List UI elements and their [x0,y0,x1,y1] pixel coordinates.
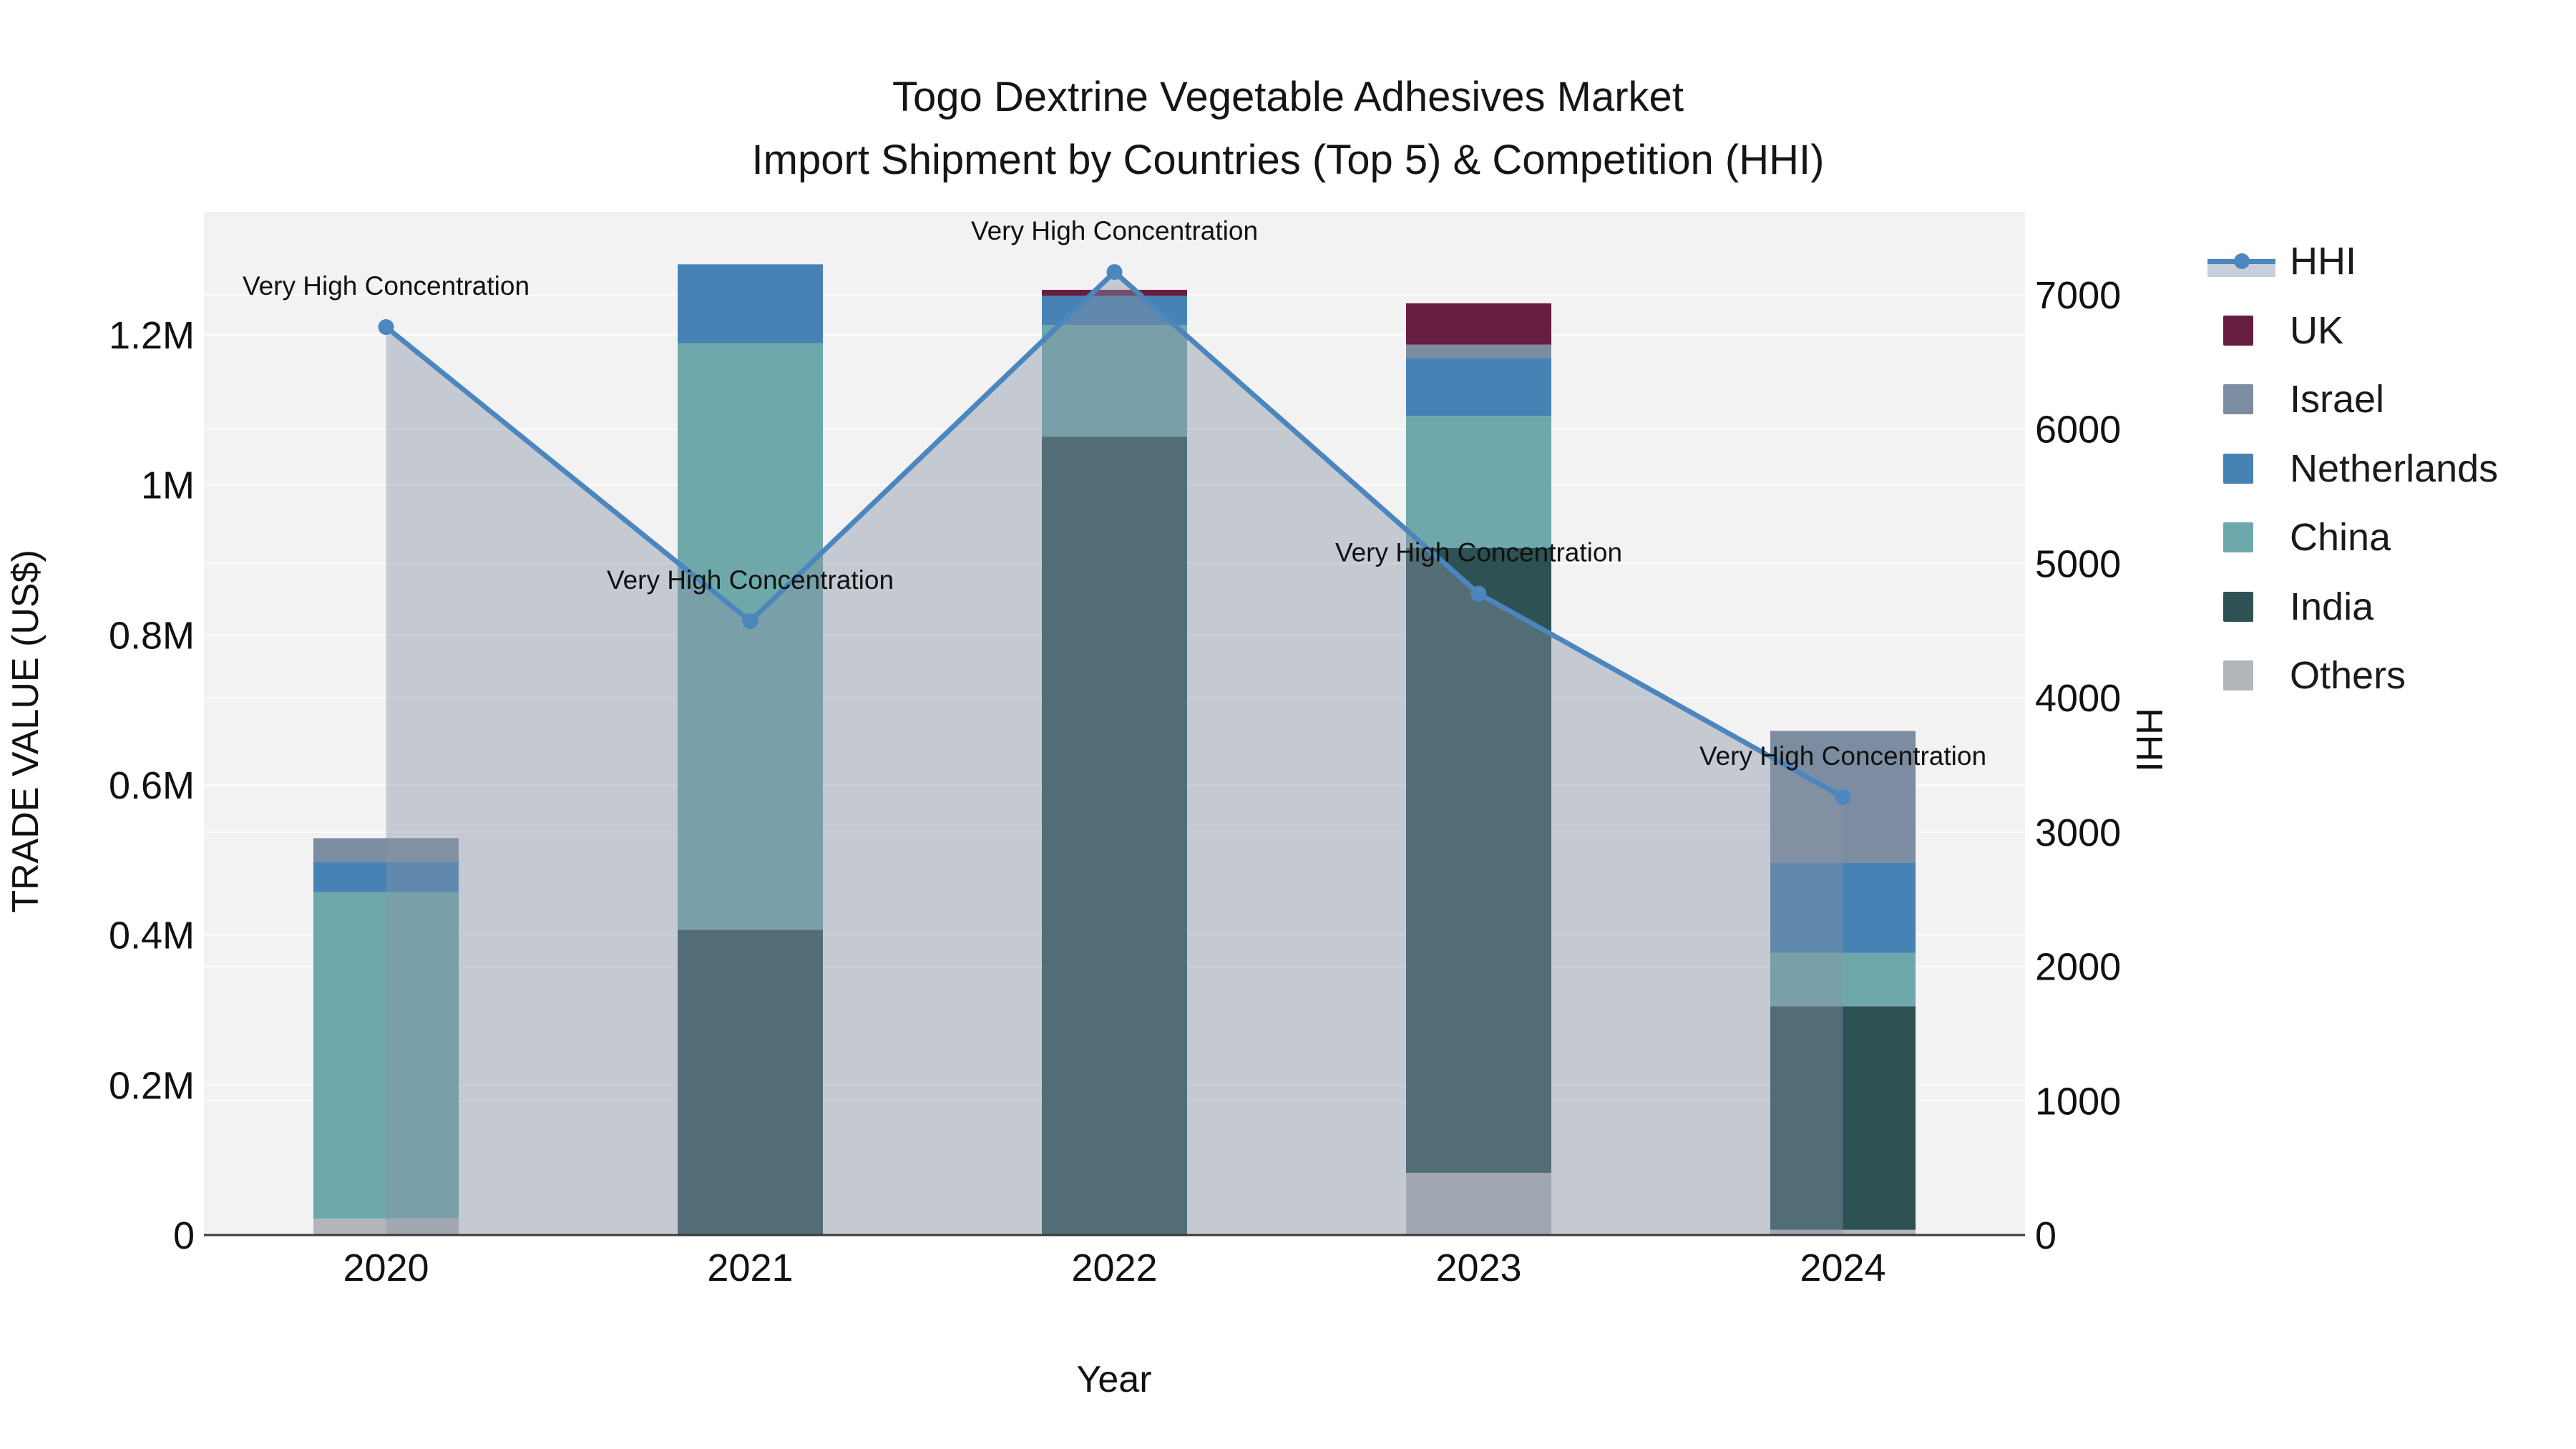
legend-label: UK [2290,308,2344,352]
annotation-2023: Very High Concentration [1335,538,1622,567]
bar-segment-netherlands-2024 [1770,863,1916,953]
bar-segment-uk-2022 [1042,290,1187,296]
y-right-tick-4000: 4000 [2035,677,2121,720]
legend-item-israel[interactable]: Israel [2207,365,2498,434]
netherlands-swatch-icon [2207,451,2275,487]
legend-label: Netherlands [2290,447,2499,490]
bar-segment-netherlands-2021 [678,264,823,343]
annotation-2024: Very High Concentration [1699,741,1986,771]
bar-segment-china-2020 [313,892,459,1219]
y-axis-title-left: TRADE VALUE (US$) [5,550,47,913]
hhi-marker-2024 [1835,789,1851,806]
bar-segment-israel-2023 [1406,344,1551,358]
legend-item-hhi[interactable]: HHI [2207,227,2498,296]
bar-segment-netherlands-2020 [313,862,459,892]
y-right-tick-6000: 6000 [2035,409,2121,452]
china-swatch-icon [2207,519,2275,555]
bar-segment-uk-2023 [1406,303,1551,345]
uk-swatch-icon [2207,313,2275,348]
y-right-tick-5000: 5000 [2035,542,2121,585]
y-axis-title-right: HHI [2128,708,2170,772]
y-right-tick-7000: 7000 [2035,274,2121,317]
legend-item-others[interactable]: Others [2207,641,2498,711]
hhi-area-sample [2207,261,2275,278]
y-left-tick-0.6M: 0.6M [109,764,195,807]
legend-item-china[interactable]: China [2207,503,2498,572]
bar-segment-israel-2020 [313,838,459,862]
y-right-tick-0: 0 [2035,1214,2057,1257]
x-tick-2024: 2024 [1800,1246,1885,1289]
bar-segment-others-2023 [1406,1172,1551,1235]
bar-segment-china-2022 [1042,325,1187,437]
bar-segment-india-2021 [678,930,823,1235]
hhi-line-sample-icon [2207,243,2275,279]
legend-label: Others [2290,654,2406,698]
color-swatch [2223,591,2253,622]
y-right-tick-3000: 3000 [2035,811,2121,854]
others-swatch-icon [2207,658,2275,693]
hhi-marker-2020 [378,319,394,336]
annotation-2021: Very High Concentration [607,565,894,595]
legend-label: HHI [2290,240,2356,283]
bar-segment-india-2022 [1042,436,1187,1235]
color-swatch [2223,660,2253,691]
bar-segment-china-2021 [678,343,823,930]
israel-swatch-icon [2207,381,2275,417]
legend-item-india[interactable]: India [2207,572,2498,642]
y-right-tick-1000: 1000 [2035,1080,2121,1123]
india-swatch-icon [2207,589,2275,625]
color-swatch [2223,315,2253,346]
y-right-tick-2000: 2000 [2035,946,2121,989]
x-tick-2020: 2020 [343,1246,429,1289]
legend-item-uk[interactable]: UK [2207,296,2498,366]
hhi-marker-2023 [1470,585,1487,602]
x-axis-title: Year [1076,1359,1152,1400]
annotation-2022: Very High Concentration [971,216,1258,245]
hhi-marker-2022 [1106,264,1123,280]
chart-title-line1: Togo Dextrine Vegetable Adhesives Market [892,74,1684,120]
legend: HHI UK Israel Netherlands China India Others [2207,227,2498,711]
bars [313,264,1916,1235]
y-left-tick-1.2M: 1.2M [109,314,195,357]
chart-title: Togo Dextrine Vegetable Adhesives Market… [0,66,2576,192]
hhi-marker-2021 [742,613,758,630]
y-left-tick-0.8M: 0.8M [109,614,195,657]
x-tick-2021: 2021 [707,1246,793,1289]
chart-title-line2: Import Shipment by Countries (Top 5) & C… [751,137,1825,183]
color-swatch [2223,384,2253,415]
bar-segment-india-2023 [1406,547,1551,1173]
bar-segment-others-2024 [1770,1229,1916,1235]
color-swatch [2223,522,2253,553]
legend-label: India [2290,585,2374,628]
y-left-tick-0.4M: 0.4M [109,914,195,957]
legend-label: Israel [2290,378,2385,421]
annotation-2020: Very High Concentration [243,271,530,301]
y-left-tick-0: 0 [173,1214,195,1257]
x-tick-2023: 2023 [1435,1246,1521,1289]
y-left-tick-0.2M: 0.2M [109,1064,195,1107]
legend-item-netherlands[interactable]: Netherlands [2207,434,2498,504]
color-swatch [2223,453,2253,484]
bar-segment-india-2024 [1770,1006,1916,1230]
legend-label: China [2290,516,2391,560]
bar-segment-china-2024 [1770,952,1916,1007]
hhi-marker-sample [2234,253,2250,270]
bar-segment-china-2023 [1406,416,1551,548]
x-tick-2022: 2022 [1071,1246,1157,1289]
bar-segment-netherlands-2023 [1406,358,1551,416]
y-left-tick-1M: 1M [141,464,195,507]
bar-segment-others-2020 [313,1218,459,1235]
hhi-area-fill [386,272,1843,1235]
